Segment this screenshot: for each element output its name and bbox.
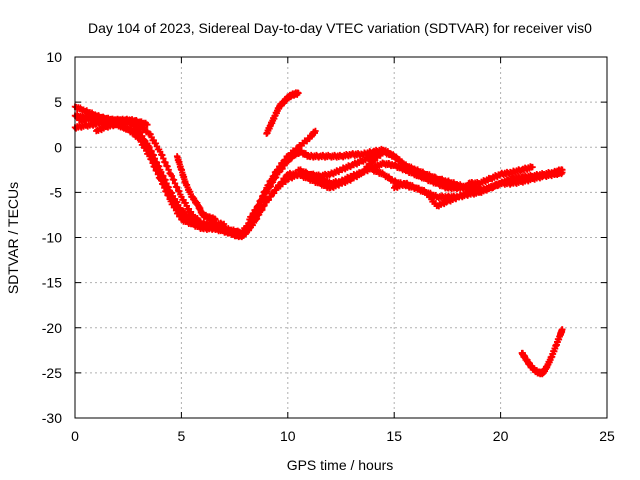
y-tick-label: -5: [50, 184, 63, 200]
data-point: [162, 159, 169, 166]
x-tick-label: 15: [386, 428, 402, 444]
y-axis-label: SDTVAR / TECUs: [5, 182, 21, 294]
y-tick-label: 0: [54, 139, 62, 155]
data-point: [159, 151, 166, 159]
data-point: [247, 219, 254, 227]
data-point: [171, 180, 179, 187]
series-arc-5: [93, 118, 206, 229]
data-point: [144, 121, 151, 128]
data-point: [170, 176, 178, 184]
data-point: [244, 223, 251, 230]
series-arc-6: [173, 153, 219, 224]
data-point: [268, 176, 276, 184]
data-point: [249, 216, 256, 223]
data-point: [253, 211, 261, 218]
y-tick-label: -10: [42, 230, 62, 246]
data-point: [267, 193, 274, 200]
data-point: [279, 178, 286, 185]
data-point: [270, 172, 278, 180]
data-point: [212, 216, 219, 223]
data-point: [559, 326, 566, 333]
data-point: [144, 144, 151, 151]
data-point: [147, 150, 154, 157]
y-tick-label: -20: [42, 320, 62, 336]
data-point: [164, 163, 171, 170]
data-point: [138, 132, 146, 140]
data-point: [277, 163, 284, 170]
data-point: [160, 155, 167, 162]
data-point: [168, 172, 176, 180]
x-tick-label: 10: [280, 428, 296, 444]
data-point: [259, 204, 266, 212]
series-arc-16: [476, 168, 566, 196]
data-point: [149, 154, 156, 161]
data-point: [380, 148, 387, 155]
y-tick-label: 10: [46, 49, 62, 65]
data-points: [71, 89, 566, 378]
data-point: [312, 127, 319, 135]
axis-ticks: 0 5 10 15 20 25 -30 -25 -20 -15 -10 -5 0 5 10: [42, 49, 615, 444]
data-point: [255, 208, 263, 215]
y-tick-label: -30: [42, 410, 62, 426]
data-point: [137, 129, 145, 136]
data-point: [277, 181, 284, 189]
data-point: [161, 178, 168, 186]
series-arc-12: [295, 159, 483, 194]
data-point: [529, 163, 536, 171]
data-point: [220, 220, 228, 228]
data-point: [265, 196, 272, 204]
data-point: [156, 171, 164, 178]
series-arc-9: [246, 127, 319, 223]
y-tick-label: -25: [42, 365, 62, 381]
chart-title: Day 104 of 2023, Sidereal Day-to-day VTE…: [88, 20, 592, 36]
data-point: [261, 201, 268, 208]
data-point: [282, 175, 289, 182]
series-arc-15: [465, 163, 536, 188]
x-tick-label: 5: [178, 428, 186, 444]
data-point: [154, 165, 162, 172]
data-point: [295, 89, 302, 97]
data-point: [143, 140, 150, 147]
data-point: [282, 156, 289, 163]
series-arc-4: [76, 112, 151, 128]
data-point: [162, 182, 169, 189]
data-point: [165, 166, 172, 174]
data-point: [159, 175, 166, 182]
data-point: [265, 181, 272, 189]
data-point: [280, 159, 287, 167]
data-point: [166, 190, 173, 197]
data-point: [164, 186, 171, 193]
x-tick-label: 20: [493, 428, 509, 444]
y-tick-label: -15: [42, 275, 62, 291]
data-point: [176, 187, 183, 195]
data-point: [219, 221, 227, 229]
grid-lines: [75, 57, 607, 418]
data-point: [140, 136, 148, 144]
data-point: [150, 157, 157, 164]
data-point: [270, 189, 278, 197]
y-tick-label: 5: [54, 94, 62, 110]
x-axis-label: GPS time / hours: [287, 457, 394, 473]
data-point: [152, 161, 160, 168]
series-arc-17: [518, 326, 566, 378]
data-point: [559, 169, 566, 176]
data-point: [275, 166, 282, 173]
series-arc-11: [263, 89, 302, 137]
x-tick-label: 25: [599, 428, 615, 444]
data-point: [173, 184, 181, 191]
x-tick-label: 0: [71, 428, 79, 444]
